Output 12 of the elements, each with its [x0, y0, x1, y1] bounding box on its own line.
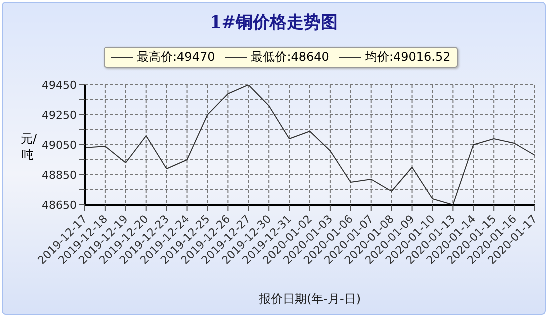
line-series: [85, 85, 535, 205]
text: 均价:49016.52: [365, 49, 451, 66]
text: 最低价:48640: [251, 49, 330, 66]
text: 最高价:49470: [137, 49, 216, 66]
y-axis-title: 元/吨: [21, 131, 38, 163]
y-tick-label: 49250: [42, 108, 77, 122]
y-tick-label: 48850: [42, 168, 77, 182]
y-tick-label: 48650: [42, 198, 77, 212]
chart-title: 1#铜价格走势图: [208, 12, 340, 34]
x-axis-title: 报价日期(年-月-日): [258, 292, 362, 306]
y-tick-label: 49050: [42, 138, 77, 152]
y-tick-label: 49450: [42, 78, 77, 92]
